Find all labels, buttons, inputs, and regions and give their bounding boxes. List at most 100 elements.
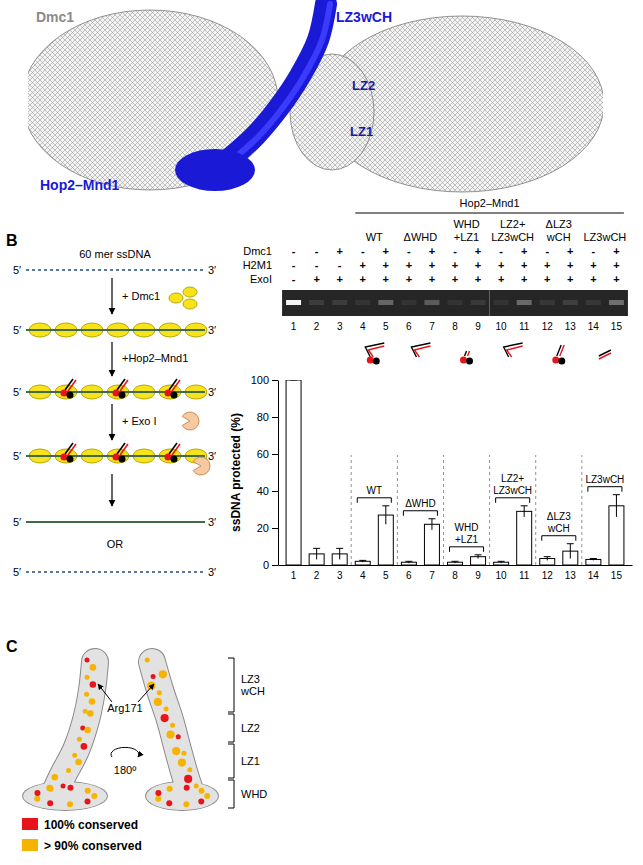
conservation-patch [67, 785, 73, 791]
conservation-patch [47, 800, 53, 806]
complex-icon [67, 392, 74, 399]
y-axis: 020406080100 [251, 374, 279, 571]
sign: + [521, 273, 527, 285]
conservation-patch [178, 758, 186, 766]
sign: + [360, 273, 366, 285]
bar [286, 380, 301, 565]
arrow [98, 684, 112, 702]
hop2-mnd1-rod [228, 4, 326, 160]
label: Dmc1 [36, 9, 74, 25]
conservation-patch [194, 783, 199, 788]
gel-band [586, 300, 601, 305]
lane-number: 15 [611, 321, 623, 332]
bracket-label: LZ2+LZ3wCH [493, 473, 532, 496]
tick: 4 [360, 565, 366, 581]
construct-icon [365, 343, 384, 357]
label: 5′ [13, 386, 21, 398]
sign: - [338, 259, 342, 271]
tick: 6 [406, 565, 412, 581]
conservation-patch [204, 793, 210, 799]
conservation-patch [48, 786, 54, 792]
surface [152, 662, 190, 790]
lane-number: 9 [475, 321, 481, 332]
sign: - [545, 245, 549, 257]
group-label: LZ3wCH [584, 231, 627, 243]
conservation-patch [172, 747, 180, 755]
figure: Dmc1LZ3wCHLZ2LZ1Hop2–Mnd1B60 mer ssDNA5′… [0, 0, 643, 865]
error-cap [382, 505, 389, 506]
conservation-patch [157, 690, 162, 695]
complex-icon [68, 444, 76, 455]
construct-icon [465, 351, 467, 356]
arrow [111, 278, 112, 314]
sign: + [383, 245, 389, 257]
panel-letter: C [6, 638, 18, 655]
conservation-patch [151, 674, 156, 679]
complex-icon [113, 390, 120, 397]
separator [581, 455, 582, 565]
bar [424, 524, 439, 565]
row-label: ExoI [250, 273, 272, 285]
sign: + [406, 273, 412, 285]
tick-label: 2 [314, 570, 320, 581]
conservation-patch [85, 658, 90, 663]
header-line [355, 213, 624, 214]
sign: + [360, 259, 366, 271]
error-bar [478, 555, 479, 559]
conservation-patch [187, 767, 192, 772]
tick: 60 [257, 448, 278, 460]
bracket [588, 487, 622, 492]
panel-a: Dmc1LZ3wCHLZ2LZ1Hop2–Mnd1 [22, 4, 604, 193]
complex-icon [172, 444, 180, 455]
construct-icon [373, 358, 380, 365]
gel-band [424, 300, 439, 305]
conservation-patch [52, 774, 59, 781]
error-bar [316, 548, 317, 559]
error-bar [547, 557, 548, 561]
label: 3′ [208, 386, 216, 398]
exo-icon [182, 412, 199, 430]
sign: - [315, 259, 319, 271]
label: OR [107, 538, 124, 550]
lane-number: 4 [360, 321, 366, 332]
arrow [111, 474, 112, 506]
conservation-patch [155, 790, 161, 796]
tick-label: 60 [257, 448, 269, 460]
construct-icon [560, 345, 564, 356]
gel-band [494, 300, 509, 305]
conservation-patch [176, 734, 181, 739]
sign: + [313, 273, 319, 285]
complex-icon [120, 444, 128, 455]
construct-icon [599, 350, 611, 356]
tick: 1 [291, 565, 297, 581]
tick-mark [272, 417, 278, 418]
bars [286, 380, 624, 565]
label: 3′ [208, 566, 216, 578]
tick-label: 10 [496, 570, 508, 581]
tick: 80 [257, 411, 278, 423]
label: 5′ [13, 324, 21, 336]
label: 3′ [208, 264, 216, 276]
conservation-patch [154, 698, 162, 706]
tick-mark [272, 528, 278, 529]
sign: + [567, 273, 573, 285]
complex-icon [61, 454, 68, 461]
dmc1-icon [183, 287, 197, 297]
tick: 5 [383, 565, 389, 581]
sign: - [592, 245, 596, 257]
error-cap [613, 494, 620, 495]
tick-label: 3 [337, 570, 343, 581]
lane-number: 13 [565, 321, 577, 332]
gel-band [378, 300, 393, 305]
complex-icon [172, 380, 180, 391]
sign: + [429, 273, 435, 285]
conservation-patch [90, 664, 97, 671]
sign: + [452, 273, 458, 285]
lane-number: 1 [291, 321, 297, 332]
gel-band [355, 300, 370, 305]
dmc1-icon [183, 299, 197, 309]
conservation-patch [145, 658, 150, 663]
gel-band [540, 300, 555, 305]
separator [535, 455, 536, 565]
tick-label: 15 [611, 570, 623, 581]
